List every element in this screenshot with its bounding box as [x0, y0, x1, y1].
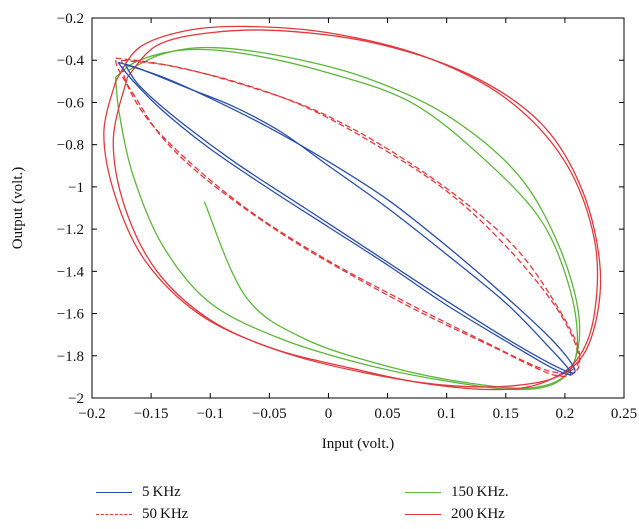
y-tick-label: −0.2: [57, 11, 84, 27]
y-tick-label: −2: [68, 391, 84, 407]
x-axis-label: Input (volt.): [322, 436, 395, 452]
y-tick-label: −0.8: [57, 138, 84, 154]
legend-label-150khz: 150 KHz.: [451, 483, 509, 500]
series-line-2-loop-1: [127, 46, 581, 389]
y-tick-label: −0.6: [57, 95, 85, 111]
x-tick-label: −0.1: [197, 406, 224, 422]
legend-swatch-150khz: [405, 491, 441, 493]
legend-label-200khz: 200 KHz: [451, 505, 505, 522]
series-line-3-loop-0: [103, 25, 599, 391]
x-tick-label: 0.15: [493, 406, 519, 422]
legend-label-50khz: 50 KHz: [142, 505, 189, 522]
x-tick-label: 0: [325, 406, 333, 422]
y-axis-label: Output (volt.): [10, 167, 26, 250]
x-tick-label: 0.2: [556, 406, 575, 422]
x-tick-label: 0.05: [374, 406, 400, 422]
series-line-3-loop-1: [112, 29, 602, 388]
x-tick-label: −0.15: [134, 406, 169, 422]
y-axis: −2 −1.8 −1.6 −1.4 −1.2 −1 −0.8 −0.6 −0.4 −0.2: [57, 11, 624, 407]
legend: 5 KHz 50 KHz 150 KHz. 200 KHz: [0, 478, 639, 526]
x-tick-label: −0.2: [78, 406, 105, 422]
y-tick-label: −1.6: [57, 307, 85, 323]
y-tick-label: −1.2: [57, 222, 84, 238]
legend-item-50khz: 50 KHz: [96, 504, 188, 524]
x-tick-label: −0.05: [252, 406, 287, 422]
legend-item-5khz: 5 KHz: [96, 482, 181, 502]
x-tick-label: 0.1: [437, 406, 456, 422]
series-line-1-loop-0: [114, 57, 581, 378]
legend-item-150khz: 150 KHz.: [405, 482, 509, 502]
y-tick-label: −1.4: [57, 264, 85, 280]
x-tick-label: 0.25: [611, 406, 637, 422]
series-layer: [103, 25, 602, 391]
y-tick-label: −1: [68, 180, 84, 196]
plot-frame: [91, 17, 625, 399]
x-axis: −0.2 −0.15 −0.1 −0.05 0 0.05 0.1 0.15 0.2 0.25: [78, 18, 637, 422]
series-line-1-loop-1: [120, 59, 581, 374]
legend-item-200khz: 200 KHz: [405, 504, 505, 524]
legend-label-5khz: 5 KHz: [142, 483, 181, 500]
legend-swatch-50khz: [96, 513, 132, 515]
legend-swatch-5khz: [96, 491, 132, 493]
y-tick-label: −1.8: [57, 349, 84, 365]
y-tick-label: −0.4: [57, 53, 85, 69]
hysteresis-chart: −0.2 −0.15 −0.1 −0.05 0 0.05 0.1 0.15 0.2 0.25 −2…: [10, 11, 637, 452]
legend-swatch-200khz: [405, 513, 441, 515]
series-line-0-loop-1: [124, 63, 576, 374]
